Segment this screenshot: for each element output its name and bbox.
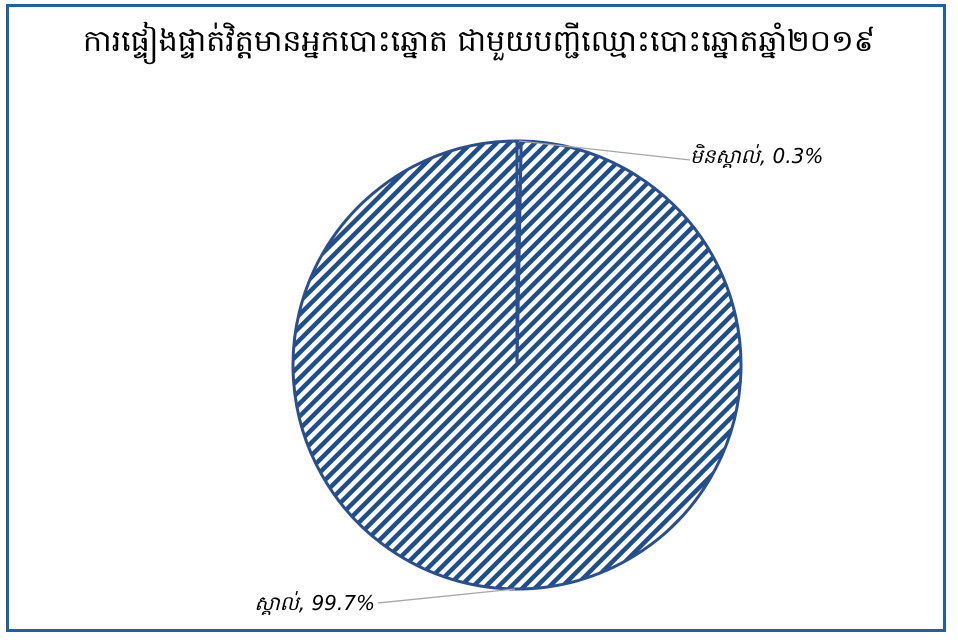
- leader-line-1: [377, 588, 515, 604]
- data-label-1: ស្គាល់, 99.7%: [254, 590, 375, 615]
- leader-line-0: [519, 140, 691, 161]
- chart-title: ការផ្ទៀងផ្ទាត់វិត្តមានអ្នកបោះឆ្នោត ជាមួយ…: [83, 24, 875, 59]
- data-label-0: មិនស្គាល់, 0.3%: [690, 143, 823, 168]
- pie-slice-1: [291, 139, 743, 591]
